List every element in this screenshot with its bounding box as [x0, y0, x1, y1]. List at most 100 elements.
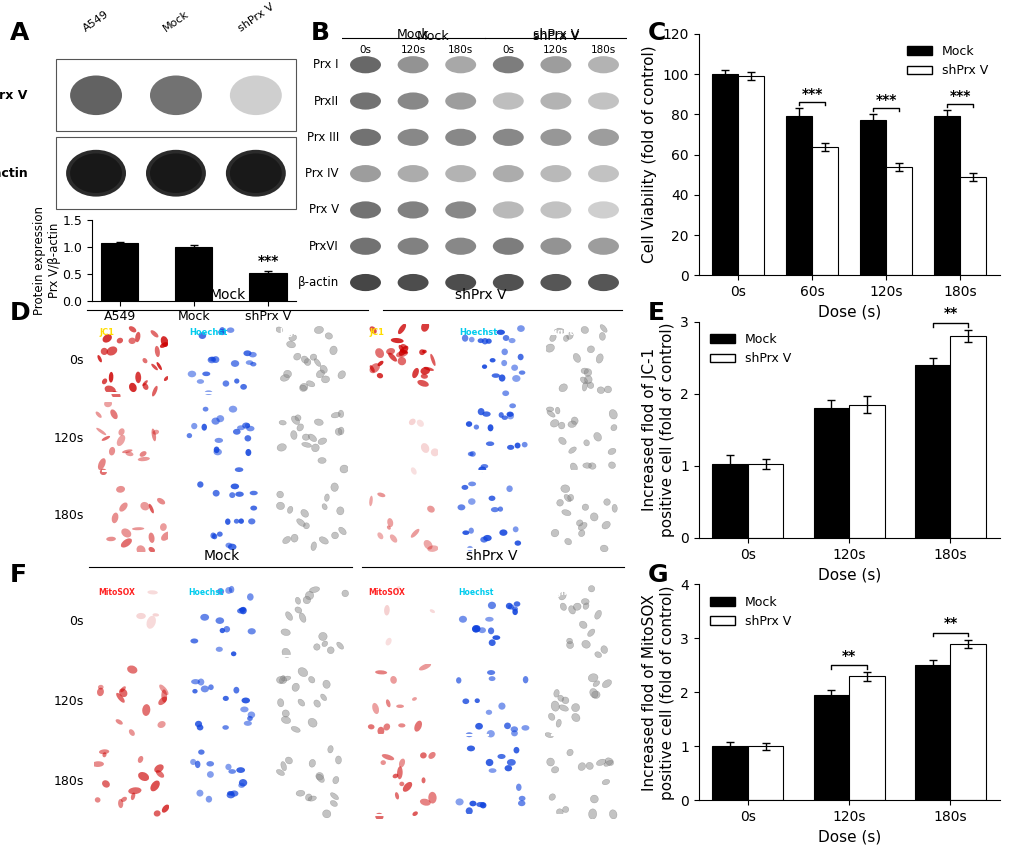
Ellipse shape	[208, 684, 214, 690]
Ellipse shape	[588, 129, 619, 146]
Ellipse shape	[164, 376, 168, 381]
Ellipse shape	[445, 129, 476, 146]
Ellipse shape	[506, 412, 514, 417]
Ellipse shape	[102, 752, 106, 757]
Ellipse shape	[511, 726, 518, 733]
Ellipse shape	[515, 443, 520, 448]
Ellipse shape	[492, 165, 524, 182]
Ellipse shape	[428, 752, 435, 759]
Ellipse shape	[162, 805, 169, 812]
Ellipse shape	[247, 593, 254, 601]
Ellipse shape	[369, 326, 376, 334]
Ellipse shape	[397, 56, 428, 74]
Ellipse shape	[569, 447, 576, 453]
Ellipse shape	[486, 670, 494, 675]
Ellipse shape	[601, 679, 611, 688]
Ellipse shape	[161, 532, 171, 540]
Ellipse shape	[369, 495, 372, 507]
Ellipse shape	[383, 723, 389, 730]
Ellipse shape	[409, 418, 416, 425]
Ellipse shape	[514, 540, 521, 545]
Text: JC1: JC1	[369, 328, 384, 337]
Ellipse shape	[217, 588, 224, 595]
Ellipse shape	[320, 365, 327, 374]
Ellipse shape	[279, 676, 284, 684]
Ellipse shape	[96, 412, 102, 418]
Ellipse shape	[540, 274, 571, 291]
Ellipse shape	[128, 729, 135, 736]
Text: A: A	[10, 21, 30, 45]
Ellipse shape	[587, 346, 594, 352]
Ellipse shape	[97, 688, 104, 696]
Bar	[738, 76, 763, 275]
Ellipse shape	[562, 335, 569, 341]
Ellipse shape	[466, 807, 472, 815]
Bar	[933, 116, 959, 275]
Ellipse shape	[230, 790, 238, 796]
Ellipse shape	[554, 407, 559, 414]
Ellipse shape	[581, 368, 588, 374]
Ellipse shape	[388, 352, 396, 362]
Ellipse shape	[556, 809, 562, 816]
Ellipse shape	[155, 346, 160, 357]
Text: shPrx V: shPrx V	[454, 288, 505, 302]
Ellipse shape	[160, 523, 166, 531]
Ellipse shape	[579, 621, 587, 628]
Ellipse shape	[423, 540, 432, 550]
Ellipse shape	[466, 421, 472, 427]
Ellipse shape	[236, 767, 245, 773]
Text: shPrx V: shPrx V	[532, 30, 579, 42]
Bar	[849, 676, 883, 800]
Ellipse shape	[195, 761, 201, 768]
Text: ***: ***	[949, 89, 970, 103]
Ellipse shape	[599, 332, 605, 340]
Ellipse shape	[341, 590, 348, 597]
Ellipse shape	[588, 92, 619, 109]
Ellipse shape	[207, 771, 214, 778]
Ellipse shape	[232, 429, 240, 435]
Ellipse shape	[121, 797, 126, 802]
Ellipse shape	[588, 238, 619, 255]
Ellipse shape	[580, 377, 587, 384]
Ellipse shape	[480, 537, 487, 543]
Ellipse shape	[318, 457, 326, 463]
Ellipse shape	[95, 797, 101, 803]
Ellipse shape	[337, 371, 345, 379]
Ellipse shape	[369, 365, 374, 373]
Ellipse shape	[98, 458, 106, 470]
Ellipse shape	[603, 499, 609, 506]
Ellipse shape	[523, 676, 528, 684]
Ellipse shape	[156, 362, 162, 370]
Ellipse shape	[98, 355, 102, 363]
Ellipse shape	[468, 528, 474, 534]
Ellipse shape	[66, 150, 126, 197]
Ellipse shape	[398, 782, 404, 786]
Ellipse shape	[137, 613, 146, 619]
Text: Prx V: Prx V	[309, 203, 338, 217]
Ellipse shape	[248, 711, 255, 718]
Ellipse shape	[398, 346, 408, 356]
Legend: Mock, shPrx V: Mock, shPrx V	[704, 328, 796, 370]
Bar	[786, 116, 811, 275]
Ellipse shape	[392, 773, 398, 778]
Ellipse shape	[419, 349, 425, 355]
Ellipse shape	[590, 512, 597, 521]
Ellipse shape	[128, 326, 137, 332]
Text: Prx V: Prx V	[0, 89, 28, 102]
Ellipse shape	[472, 625, 480, 633]
Ellipse shape	[398, 759, 405, 767]
Ellipse shape	[303, 596, 311, 604]
Ellipse shape	[386, 348, 394, 355]
Ellipse shape	[222, 725, 228, 730]
Ellipse shape	[485, 339, 491, 344]
Ellipse shape	[422, 350, 426, 353]
Ellipse shape	[118, 799, 123, 808]
Ellipse shape	[474, 625, 480, 632]
Ellipse shape	[423, 367, 433, 371]
Ellipse shape	[324, 494, 329, 501]
Ellipse shape	[298, 699, 305, 706]
Ellipse shape	[111, 391, 120, 399]
Bar	[859, 120, 886, 275]
Ellipse shape	[583, 440, 589, 446]
Ellipse shape	[512, 375, 520, 382]
